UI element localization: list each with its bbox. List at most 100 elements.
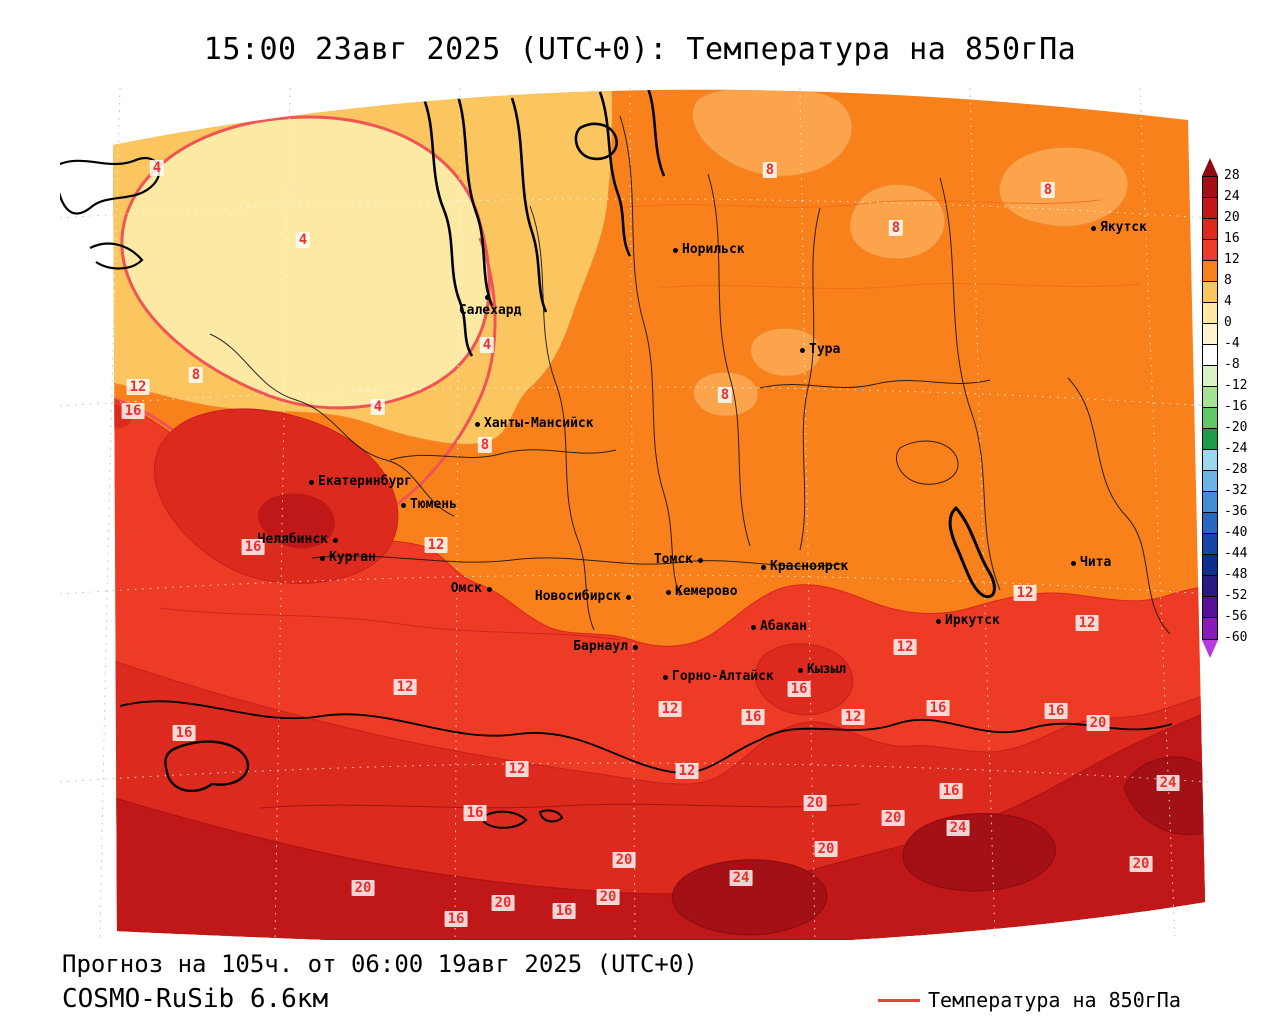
contour-label: 20: [612, 852, 636, 868]
city-dot: [799, 347, 805, 353]
legend-line-sample: [878, 998, 920, 1002]
lake-baikal: [948, 505, 996, 599]
contour-label: 16: [741, 709, 765, 725]
colorbar-label: -4: [1224, 336, 1240, 351]
contour-label: 8: [762, 162, 778, 178]
city-dot: [484, 294, 490, 300]
colorbar-segment: [1203, 282, 1217, 303]
colorbar-arrow-colder: [1202, 640, 1218, 658]
colorbar-arrow-warmer: [1202, 158, 1218, 176]
colorbar-label: -48: [1224, 567, 1248, 582]
city-label: Красноярск: [770, 559, 849, 574]
colorbar-label: 20: [1224, 210, 1240, 225]
city-label: Горно-Алтайск: [672, 669, 774, 684]
contour-label: 16: [172, 725, 196, 741]
colorbar-label: -24: [1224, 441, 1248, 456]
colorbar-label: -8: [1224, 357, 1240, 372]
city-label: Иркутск: [945, 613, 1000, 628]
colorbar-segment: [1203, 534, 1217, 555]
colorbar-label: -28: [1224, 462, 1248, 477]
contour-label: 16: [939, 783, 963, 799]
city-dot: [474, 421, 480, 427]
colorbar-label: 24: [1224, 189, 1240, 204]
city-dot: [400, 502, 406, 508]
contour-label: 12: [658, 701, 682, 717]
colorbar-segment: [1203, 387, 1217, 408]
city-dot: [332, 537, 338, 543]
colorbar-segment: [1203, 513, 1217, 534]
temperature-field: [113, 89, 1205, 940]
colorbar-segment: [1203, 240, 1217, 261]
contour-label: 12: [126, 379, 150, 395]
colorbar-segment: [1203, 450, 1217, 471]
contour-label: 24: [729, 870, 753, 886]
contour-label: 20: [596, 889, 620, 905]
city-dot: [632, 644, 638, 650]
city-label: Тюмень: [410, 497, 457, 512]
contour-label: 8: [477, 437, 493, 453]
colorbar-segment: [1203, 492, 1217, 513]
city-label: Якутск: [1100, 220, 1147, 235]
contour-label: 16: [926, 700, 950, 716]
contour-label: 24: [946, 820, 970, 836]
city-dot: [662, 674, 668, 680]
coastlines: [164, 89, 666, 829]
colorbar-bar: [1202, 176, 1218, 640]
contour-label: 12: [393, 679, 417, 695]
contour-label: 12: [1075, 615, 1099, 631]
colorbar-segment: [1203, 177, 1217, 198]
city-label: Норильск: [682, 242, 745, 257]
contour-label: 16: [444, 911, 468, 927]
contour-label: 20: [803, 795, 827, 811]
city-dot: [797, 667, 803, 673]
city-dot: [625, 594, 631, 600]
colorbar-label: 4: [1224, 294, 1232, 309]
admin-borders: [209, 115, 1171, 635]
colorbar-label: -36: [1224, 504, 1248, 519]
contour-label: 24: [1156, 775, 1180, 791]
colorbar-label: 12: [1224, 252, 1240, 267]
city-label: Тура: [809, 342, 841, 357]
city-label: Абакан: [760, 619, 807, 634]
graticule: [113, 89, 1205, 940]
contour-label: 8: [717, 387, 733, 403]
contour-label: 4: [370, 399, 386, 415]
contour-label: 8: [888, 220, 904, 236]
colorbar-segment: [1203, 366, 1217, 387]
contour-label: 16: [241, 539, 265, 555]
colorbar-label: -52: [1224, 588, 1248, 603]
map-canvas: [60, 88, 1208, 940]
city-dot: [935, 618, 941, 624]
contour-label: 20: [881, 810, 905, 826]
colorbar-label: -16: [1224, 399, 1248, 414]
legend: Температура на 850гПа: [878, 988, 1181, 1012]
contour-label: 20: [1129, 856, 1153, 872]
city-dot: [665, 589, 671, 595]
contour-label: 12: [424, 537, 448, 553]
contour-label: 12: [505, 761, 529, 777]
contour-label: 12: [841, 709, 865, 725]
colorbar-segment: [1203, 198, 1217, 219]
city-label: Омск: [450, 581, 482, 596]
city-dot: [750, 624, 756, 630]
city-dot: [1070, 560, 1076, 566]
city-label: Екатеринбург: [318, 474, 412, 489]
colorbar-label: -12: [1224, 378, 1248, 393]
colorbar-segment: [1203, 555, 1217, 576]
model-info: COSMO-RuSib 6.6км: [62, 984, 329, 1014]
contour-label: 16: [1044, 703, 1068, 719]
forecast-info: Прогноз на 105ч. от 06:00 19авг 2025 (UT…: [62, 950, 698, 978]
colorbar: 28 24 20 16 12 8 4 0 -4 -8 -12 -16 -20 -24 -28 -32 -36 -4…: [1202, 158, 1262, 658]
contour-label: 8: [1040, 182, 1056, 198]
city-label: Салехард: [458, 303, 522, 318]
colorbar-label: 28: [1224, 168, 1240, 183]
forecast-map: Норильск Якутск Салехард Тура Ханты-Мансийск…: [60, 88, 1208, 940]
contour-label: 4: [295, 232, 311, 248]
city-dot: [486, 586, 492, 592]
city-dot: [308, 479, 314, 485]
page-title: 15:00 23авг 2025 (UTC+0): Температура на…: [203, 32, 1077, 67]
colorbar-segment: [1203, 219, 1217, 240]
city-label: Томск: [653, 552, 693, 567]
coastline-margin: [60, 157, 161, 270]
colorbar-segment: [1203, 345, 1217, 366]
